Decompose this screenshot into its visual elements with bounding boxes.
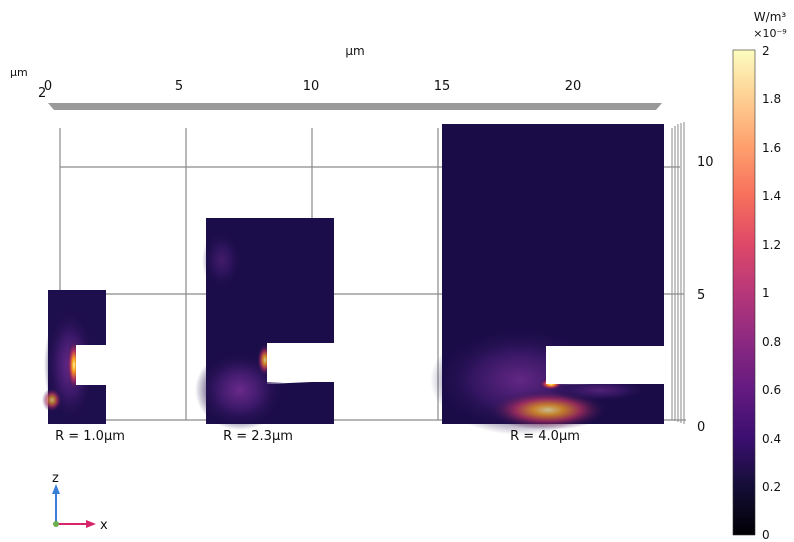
cbar-tick-0-6: 0.6: [762, 383, 781, 397]
cbar-tick-1-8: 1.8: [762, 92, 781, 106]
colorbar-gradient: [732, 49, 756, 536]
z-tick-10: 10: [697, 155, 714, 170]
z-tick-5: 5: [697, 288, 705, 303]
cbar-tick-1: 1: [762, 286, 770, 300]
geometry-r2[interactable]: R = 2.3µm: [195, 218, 334, 444]
side-axis-unit: µm: [10, 66, 28, 79]
colorbar-exponent: ×10⁻⁹: [753, 27, 786, 40]
z-tick-0: 0: [697, 420, 705, 435]
x-tick-5: 5: [175, 79, 183, 94]
geometry-r3-label: R = 4.0µm: [510, 429, 580, 444]
geometry-r1-label: R = 1.0µm: [55, 429, 125, 444]
top-axis: µm µm 2 0 5 10 15 20: [10, 44, 662, 110]
x-tick-0: 0: [44, 79, 52, 94]
x-tick-20: 20: [565, 79, 582, 94]
colorbar-ticks: 2 1.8 1.6 1.4 1.2 1 0.8 0.6 0.4 0.2 0: [762, 44, 781, 542]
axis-triad: z x: [52, 471, 108, 533]
cbar-tick-2: 2: [762, 44, 770, 58]
corner-tick: 2: [38, 86, 46, 101]
geometry-r3[interactable]: R = 4.0µm: [430, 124, 664, 444]
cbar-tick-0-8: 0.8: [762, 335, 781, 349]
cbar-tick-1-2: 1.2: [762, 238, 781, 252]
cbar-tick-0: 0: [762, 528, 770, 542]
cbar-tick-0-4: 0.4: [762, 432, 781, 446]
z-axis-rack: 10 5 0: [671, 122, 714, 435]
triad-x-label: x: [100, 518, 108, 533]
cbar-tick-1-6: 1.6: [762, 141, 781, 155]
triad-z-label: z: [52, 471, 59, 486]
cbar-tick-0-2: 0.2: [762, 480, 781, 494]
colorbar-unit: W/m³: [754, 10, 787, 24]
x-tick-10: 10: [303, 79, 320, 94]
geometry-r1[interactable]: R = 1.0µm: [42, 290, 125, 444]
geometry-r2-label: R = 2.3µm: [223, 429, 293, 444]
x-tick-15: 15: [434, 79, 451, 94]
colorbar: W/m³ ×10⁻⁹ 2 1.8 1.6 1.4 1.2 1 0.8 0.6 0…: [732, 10, 787, 542]
top-axis-unit: µm: [345, 44, 364, 58]
cbar-tick-1-4: 1.4: [762, 189, 781, 203]
